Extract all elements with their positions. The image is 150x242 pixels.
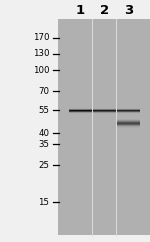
Text: 2: 2	[100, 4, 109, 17]
Text: 170: 170	[33, 33, 50, 42]
Text: 70: 70	[39, 87, 50, 96]
Text: 3: 3	[124, 4, 133, 17]
Text: 15: 15	[39, 197, 50, 207]
Bar	[58, 19, 150, 235]
Text: 1: 1	[76, 4, 85, 17]
Text: 35: 35	[39, 140, 50, 149]
Text: 40: 40	[39, 129, 50, 138]
Text: 55: 55	[39, 106, 50, 115]
Text: 130: 130	[33, 49, 50, 58]
Text: 100: 100	[33, 66, 50, 75]
Text: 25: 25	[39, 160, 50, 170]
